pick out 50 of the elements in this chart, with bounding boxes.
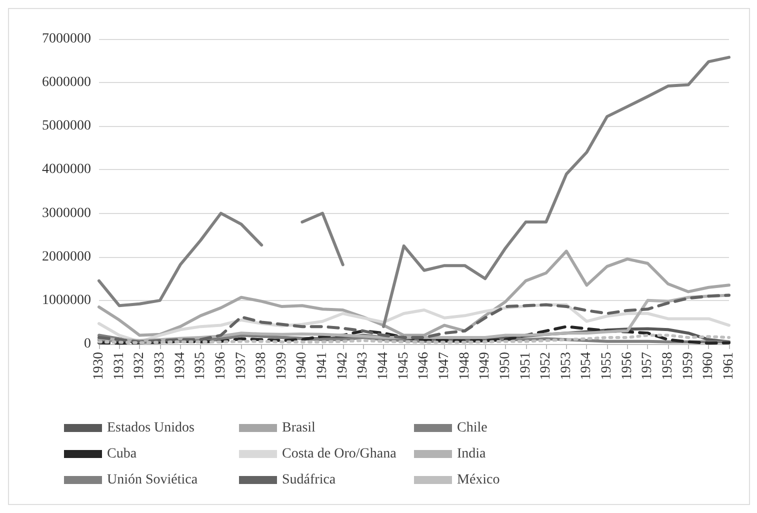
x-tick-label: 1958 [660, 352, 676, 380]
x-tick-label: 1931 [112, 352, 127, 380]
x-tick-label: 1936 [213, 352, 228, 380]
x-tick-label: 1937 [234, 352, 249, 380]
x-tick-label: 1939 [274, 352, 290, 380]
x-tick-label: 1934 [172, 352, 188, 380]
x-tick-label: 1930 [92, 352, 106, 380]
y-tick-label: 5000000 [42, 118, 91, 134]
y-tick-label: 1000000 [42, 292, 91, 308]
x-tick-label: 1953 [558, 352, 574, 380]
legend-label: Cuba [107, 446, 138, 462]
y-tick-label: 3000000 [42, 206, 91, 221]
legend-label: Costa de Oro/Ghana [282, 446, 398, 462]
x-tick-label: 1933 [152, 352, 168, 380]
y-tick-label: 0 [84, 336, 91, 352]
x-tick-label: 1943 [356, 352, 371, 380]
line-series [98, 250, 730, 337]
x-tick-label: 1942 [335, 352, 350, 380]
x-tick-label: 1960 [701, 352, 716, 380]
y-tick-label: 4000000 [42, 162, 91, 178]
x-tick-label: 1952 [538, 352, 554, 380]
x-tick-label: 1941 [315, 352, 330, 380]
x-tick-label: 1940 [294, 352, 310, 380]
legend-label: Unión Soviética [107, 472, 198, 488]
x-tick-label: 1938 [254, 352, 270, 380]
x-tick-label: 1959 [680, 352, 696, 380]
legend-label: Brasil [282, 420, 316, 436]
x-tick-label: 1954 [579, 352, 594, 380]
y-tick-label: 6000000 [42, 75, 91, 90]
x-tick-label: 1955 [600, 352, 615, 380]
legend-label: Estados Unidos [107, 420, 194, 436]
y-tick-label: 7000000 [42, 32, 91, 46]
legend-label: México [457, 472, 500, 488]
x-tick-label: 1956 [620, 352, 635, 380]
x-tick-label: 1961 [722, 352, 736, 380]
legend-label: Chile [457, 420, 488, 436]
x-tick-label: 1951 [518, 352, 534, 380]
x-tick-label: 1957 [640, 352, 656, 380]
x-tick-label: 1946 [416, 352, 432, 380]
x-tick-label: 1949 [478, 352, 493, 380]
y-tick-label: 2000000 [42, 249, 91, 264]
x-tick-label: 1944 [376, 352, 392, 380]
x-tick-label: 1947 [436, 352, 452, 380]
x-tick-label: 1950 [498, 352, 513, 380]
x-tick-label: 1948 [457, 352, 472, 380]
x-tick-label: 1932 [132, 352, 148, 380]
legend-label: Sudáfrica [282, 472, 336, 488]
x-tick-label: 1945 [396, 352, 412, 380]
x-tick-label: 1935 [193, 352, 208, 380]
legend-label: India [457, 446, 487, 462]
